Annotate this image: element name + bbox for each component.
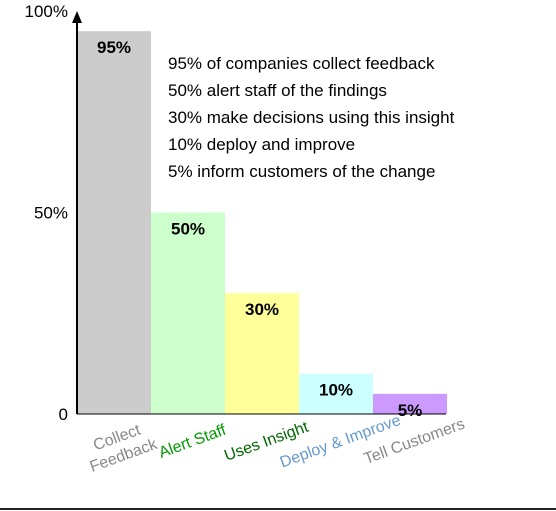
category-label: Alert Staff	[157, 422, 229, 462]
y-axis-arrow	[72, 11, 82, 23]
data-labels: 95% 50% 30% 10% 5%	[97, 38, 422, 420]
bar	[151, 212, 225, 414]
annotation-line: 5% inform customers of the change	[168, 162, 435, 181]
bar	[225, 293, 299, 414]
annotation-block: 95% of companies collect feedback 50% ale…	[168, 54, 455, 181]
data-label: 30%	[245, 300, 279, 319]
data-label: 10%	[319, 381, 353, 400]
axis-layer	[72, 11, 446, 415]
annotation-line: 95% of companies collect feedback	[168, 54, 435, 73]
y-tick-labels: 0 50% 100%	[25, 2, 68, 424]
data-label: 5%	[398, 401, 423, 420]
y-tick-label: 0	[59, 405, 68, 424]
bar	[77, 31, 151, 415]
data-label: 95%	[97, 38, 131, 57]
bar	[373, 393, 447, 414]
category-label-line: Alert Staff	[157, 422, 229, 462]
y-tick-label: 100%	[25, 2, 68, 21]
bars-layer	[77, 31, 447, 415]
annotation-line: 10% deploy and improve	[168, 135, 355, 154]
y-tick-label: 50%	[34, 204, 68, 223]
annotation-line: 50% alert staff of the findings	[168, 81, 387, 100]
data-label: 50%	[171, 220, 205, 239]
category-label: CollectFeedback	[81, 418, 160, 476]
bar	[299, 373, 373, 414]
annotation-line: 30% make decisions using this insight	[168, 108, 455, 127]
